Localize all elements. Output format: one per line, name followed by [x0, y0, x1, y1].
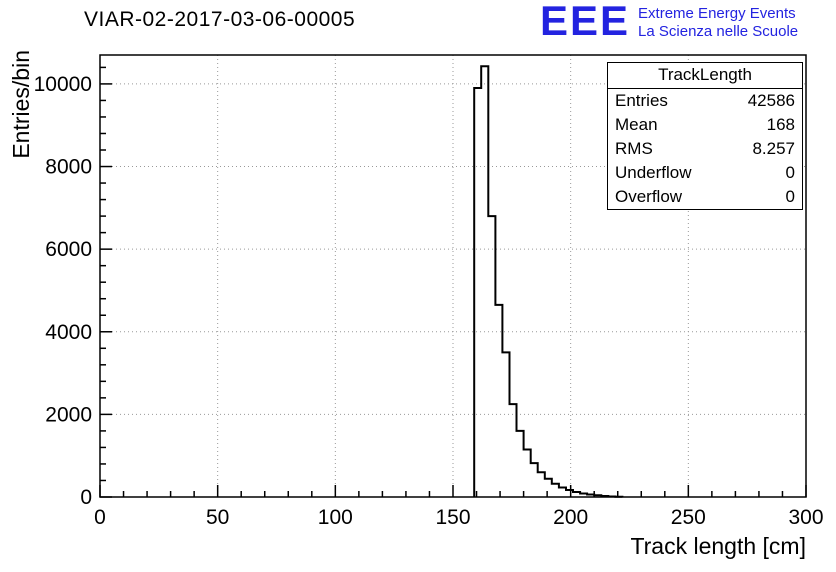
logo-line2: La Scienza nelle Scuole: [638, 23, 799, 40]
x-tick-label: 300: [788, 506, 823, 529]
x-tick-label: 150: [435, 506, 470, 529]
logo-line1: Extreme Energy Events: [638, 5, 796, 22]
stats-row: RMS 8.257: [608, 137, 802, 161]
stats-row: Underflow 0: [608, 161, 802, 185]
stats-row-value: 8.257: [752, 139, 795, 158]
x-tick-label: 200: [553, 506, 588, 529]
stats-row-value: 0: [785, 187, 795, 206]
stats-title: TrackLength: [608, 63, 802, 89]
eee-logo: EEE Extreme Energy Events La Scienza nel…: [540, 0, 798, 42]
stats-row: Mean 168: [608, 113, 802, 137]
x-tick-label: 100: [318, 506, 353, 529]
stats-row-value: 42586: [747, 91, 795, 110]
stats-row-label: Mean: [615, 115, 658, 134]
y-tick-label: 6000: [45, 238, 92, 261]
x-tick-label: 250: [671, 506, 706, 529]
stats-row-value: 168: [766, 115, 795, 134]
stats-row: Entries 42586: [608, 89, 802, 113]
stats-row-label: Entries: [615, 91, 668, 110]
stats-row-label: Overflow: [615, 187, 683, 206]
eee-logo-text: Extreme Energy Events La Scienza nelle S…: [638, 5, 798, 41]
y-tick-label: 10000: [34, 73, 92, 96]
x-tick-label: 50: [206, 506, 229, 529]
stats-row-value: 0: [785, 163, 795, 182]
stats-row: Overflow 0: [608, 185, 802, 209]
y-tick-label: 0: [80, 486, 92, 509]
y-tick-label: 8000: [45, 156, 92, 179]
y-tick-label: 4000: [45, 321, 92, 344]
stats-row-label: Underflow: [615, 163, 692, 182]
eee-logo-letters: EEE: [540, 0, 631, 44]
histogram-line: [473, 65, 624, 498]
stats-row-label: RMS: [615, 139, 653, 158]
x-axis-title: Track length [cm]: [630, 533, 806, 559]
stats-rows: Entries 42586 Mean 168 RMS 8.257 Underflow 0 Ove…: [608, 89, 802, 209]
plot-title: VIAR-02-2017-03-06-00005: [84, 8, 356, 31]
x-tick-label: 0: [94, 506, 106, 529]
y-tick-label: 2000: [45, 403, 92, 426]
stats-box: TrackLength Entries 42586 Mean 168 RMS 8.257 U…: [607, 62, 803, 210]
